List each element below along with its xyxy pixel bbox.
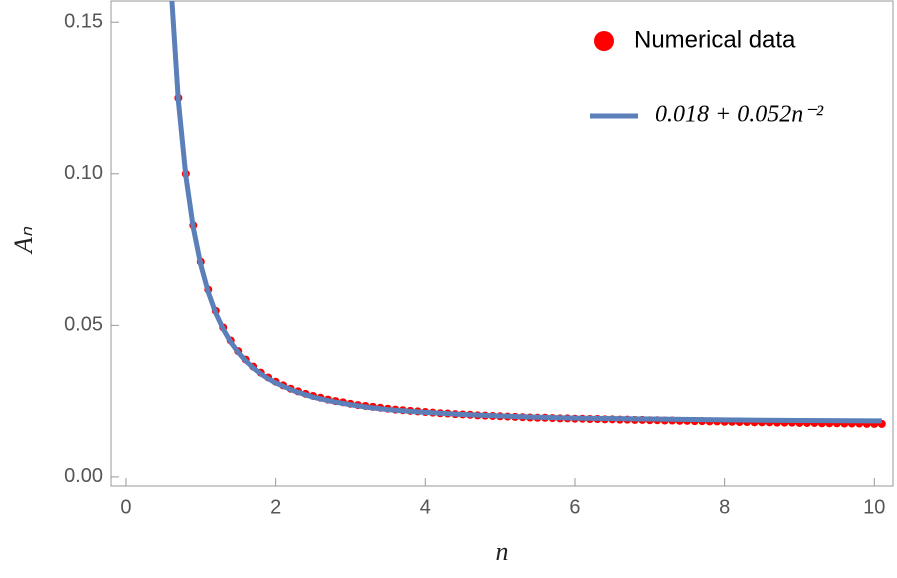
legend-label: Numerical data — [634, 26, 796, 53]
legend-marker — [594, 31, 614, 51]
x-tick-label: 8 — [719, 496, 730, 518]
x-axis-label: n — [496, 537, 509, 566]
fit-curve — [169, 1, 882, 424]
legend-label: 0.018 + 0.052n⁻² — [655, 102, 824, 128]
y-tick-label: 0.15 — [64, 11, 103, 33]
x-tick-label: 2 — [270, 496, 281, 518]
x-tick-label: 4 — [420, 496, 431, 518]
y-tick-label: 0.05 — [64, 314, 103, 336]
plot-area — [169, 1, 886, 428]
x-tick-label: 6 — [569, 496, 580, 518]
plot-frame — [110, 0, 894, 487]
y-axis-label: Aₙ — [9, 226, 38, 255]
y-tick-label: 0.00 — [64, 465, 103, 487]
y-tick-label: 0.10 — [64, 162, 103, 184]
x-tick-label: 10 — [863, 496, 885, 518]
x-tick-label: 0 — [120, 496, 131, 518]
